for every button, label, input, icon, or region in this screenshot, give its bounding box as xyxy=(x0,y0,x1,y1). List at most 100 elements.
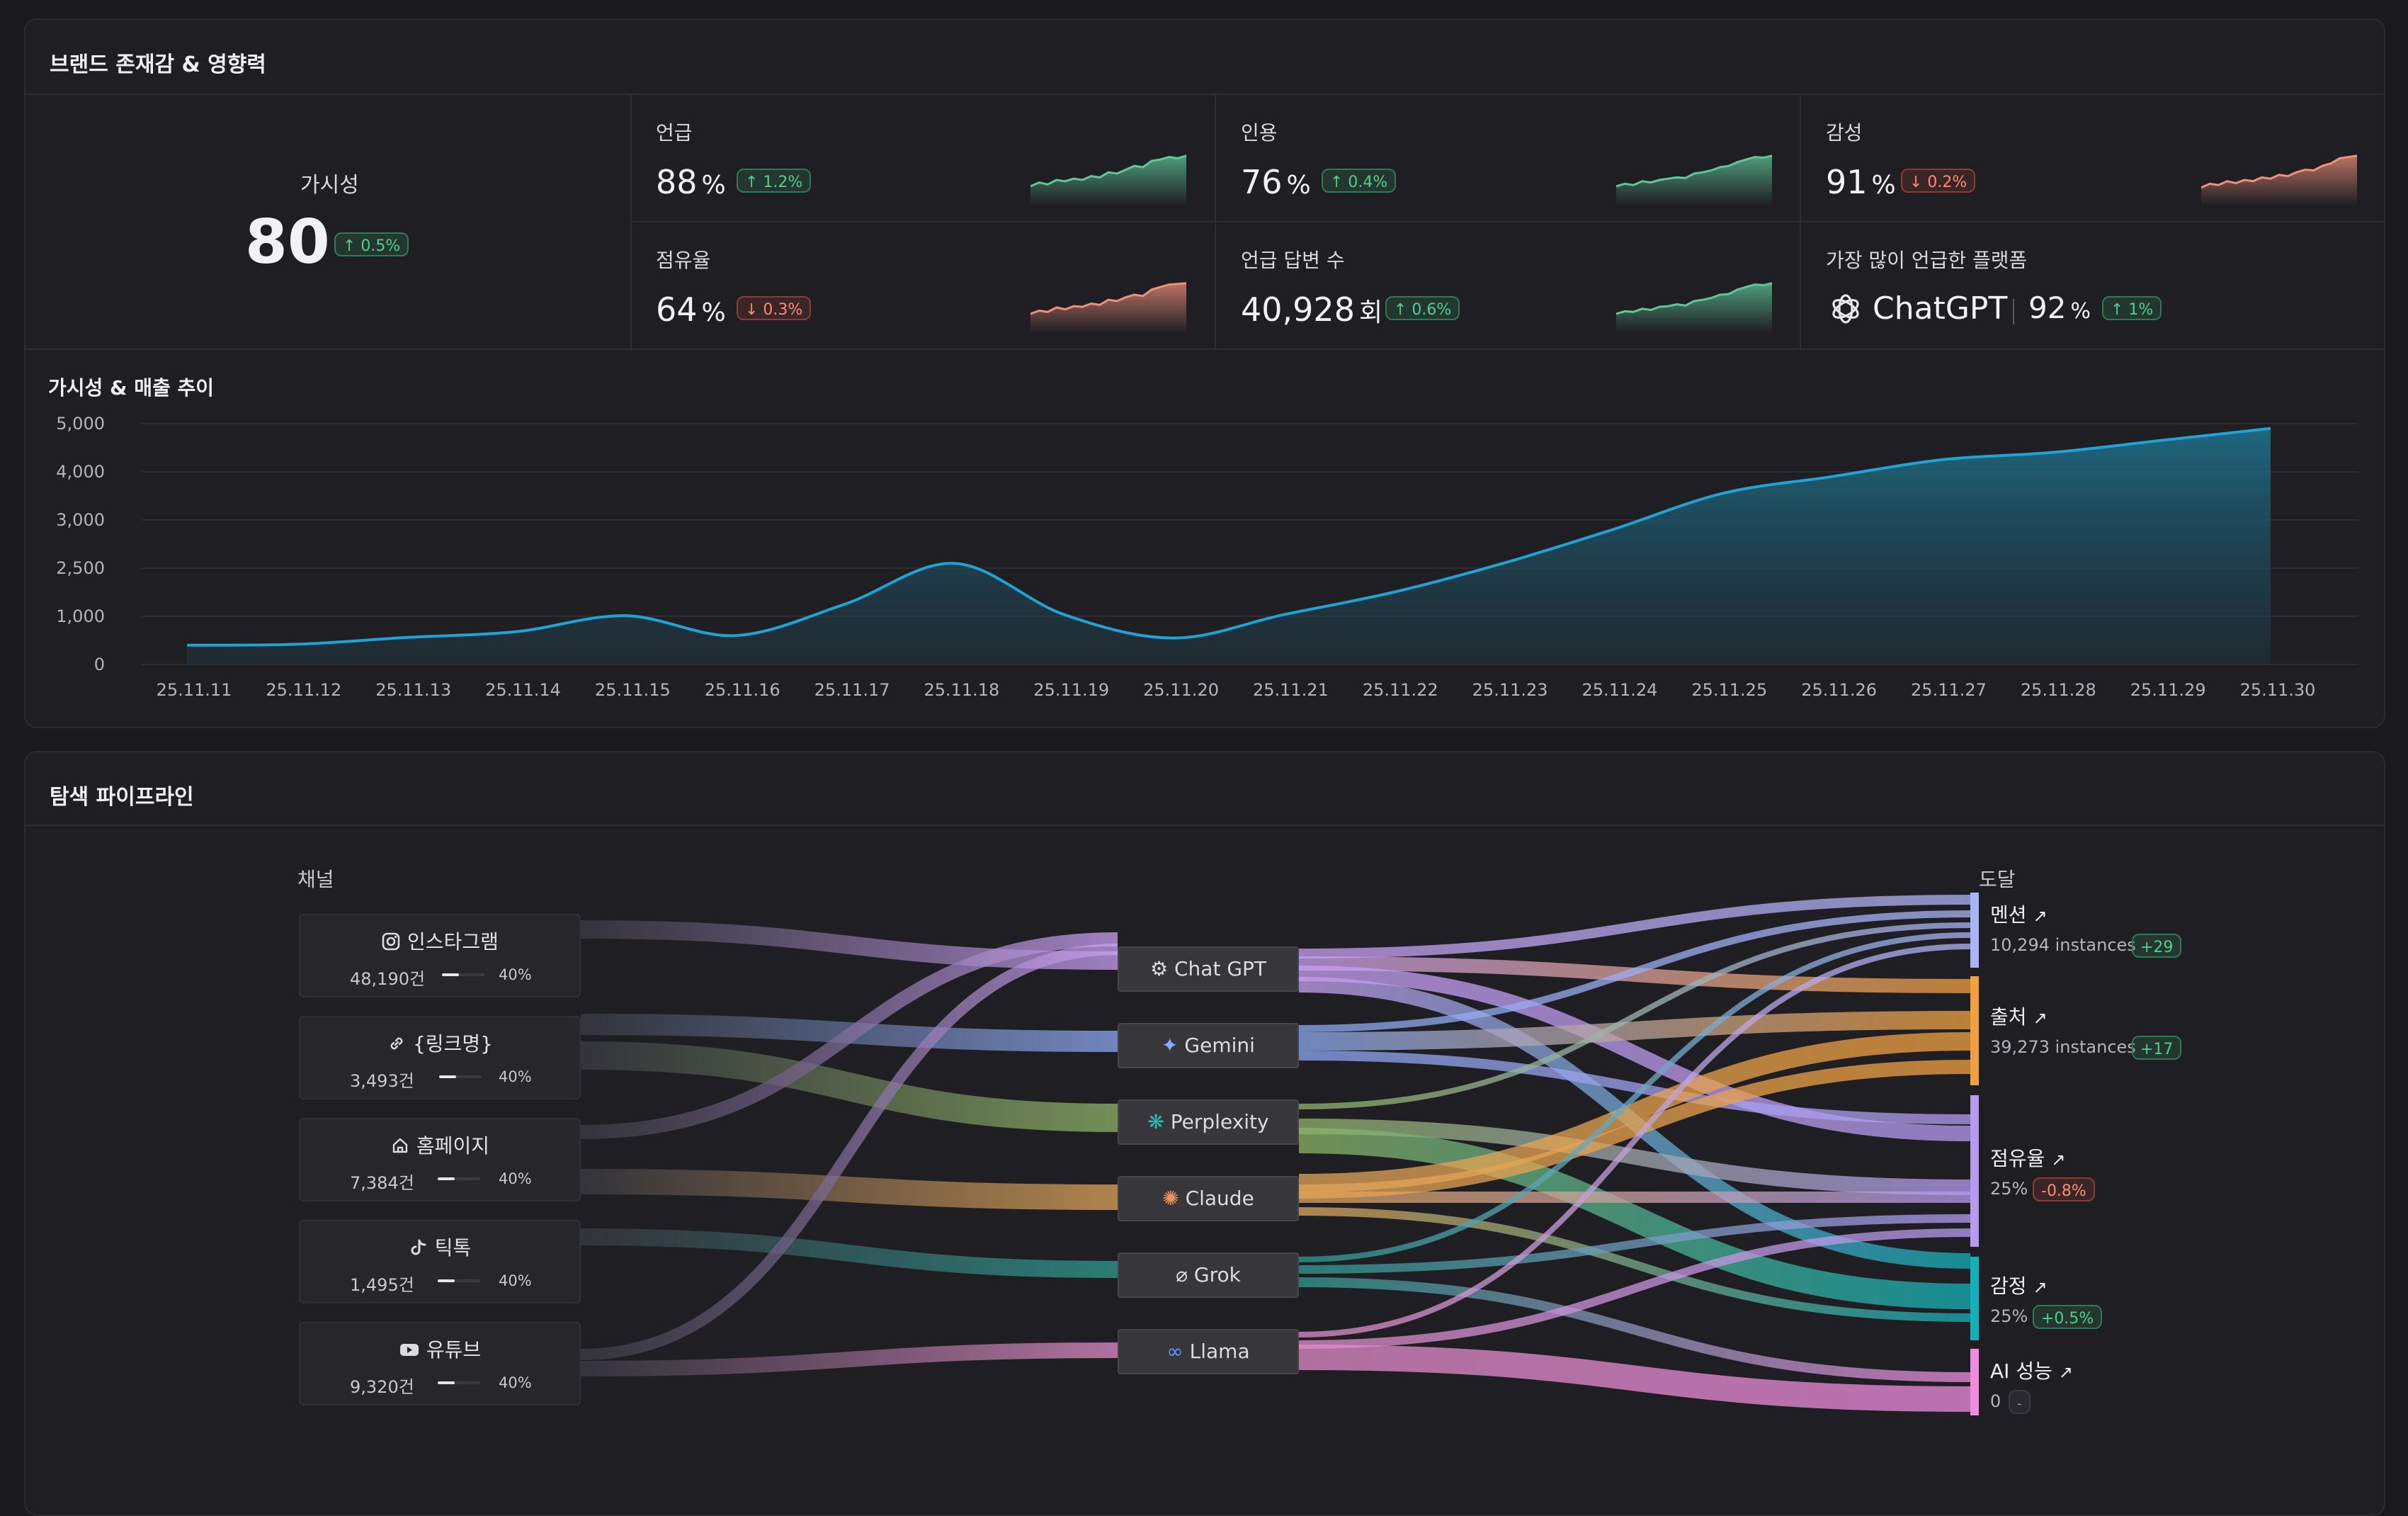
channel-name: 유튜브 xyxy=(426,1338,482,1362)
channel-instagram[interactable]: 인스타그램 48,190건 40% xyxy=(299,914,581,997)
llm-gemini[interactable]: ✦ Gemini xyxy=(1118,1023,1299,1068)
channel-share-bar xyxy=(438,1381,480,1384)
sparkline-area xyxy=(1030,155,1186,205)
dest-mention-sub: 10,294 instances xyxy=(1990,935,2136,955)
visibility-change-badge: ↑ 0.5% xyxy=(334,232,409,256)
metric-citation-badge: ↑ 0.4% xyxy=(1322,169,1397,193)
x-tick-label: 25.11.18 xyxy=(924,680,1000,700)
x-tick-label: 25.11.19 xyxy=(1033,680,1110,700)
channel-count: 3,493건 xyxy=(350,1071,414,1091)
brand-presence-title: 브랜드 존재감 & 영향력 xyxy=(50,52,266,77)
flow-link xyxy=(580,1169,1118,1210)
chatgpt-icon xyxy=(1827,290,1864,330)
top-platform-value: 92% xyxy=(2028,290,2091,325)
gemini-icon: ✦ xyxy=(1162,1034,1179,1057)
channel-share-fill xyxy=(438,1279,455,1282)
flow-link xyxy=(1298,910,1971,1032)
channel-homepage[interactable]: 홈페이지 7,384건 40% xyxy=(299,1118,581,1201)
y-tick-label: 3,000 xyxy=(56,510,105,530)
channel-youtube[interactable]: 유튜브 9,320건 40% xyxy=(299,1322,581,1405)
x-tick-label: 25.11.29 xyxy=(2130,680,2206,700)
instagram-icon xyxy=(381,930,401,954)
channel-name: 인스타그램 xyxy=(407,930,499,954)
llm-grok[interactable]: ⌀ Grok xyxy=(1118,1252,1299,1298)
channel-pct: 40% xyxy=(499,1170,532,1187)
dest-emotion-badge: +0.5% xyxy=(2033,1305,2103,1329)
metric-mention-badge: ↑ 1.2% xyxy=(737,169,812,193)
dest-bar-share xyxy=(1970,1095,1979,1247)
metric-citation-label: 인용 xyxy=(1241,121,1278,145)
trend-chart xyxy=(142,423,2358,665)
channel-share-fill xyxy=(442,973,459,976)
trend-area xyxy=(187,428,2271,664)
dest-emotion-link[interactable]: 감정 ↗ xyxy=(1990,1271,2048,1299)
dest-source-badge: +17 xyxy=(2132,1036,2182,1060)
channel-pct: 40% xyxy=(499,1374,532,1391)
flow-link xyxy=(580,1342,1118,1376)
y-tick-label: 5,000 xyxy=(56,414,105,434)
x-tick-label: 25.11.24 xyxy=(1581,680,1658,700)
metric-share-value: 64% xyxy=(656,290,726,329)
dest-ai-sub: 0 xyxy=(1990,1391,2001,1411)
dest-mention-link[interactable]: 멘션 ↗ xyxy=(1990,900,2048,928)
tiktok-icon xyxy=(409,1236,428,1260)
metric-answers-value: 40,928 회 xyxy=(1241,290,1383,329)
dest-share-link[interactable]: 점유율 ↗ xyxy=(1990,1143,2065,1172)
x-tick-label: 25.11.11 xyxy=(156,680,232,700)
top-platform-badge: ↑ 1% xyxy=(2102,296,2162,320)
x-tick-label: 25.11.23 xyxy=(1472,680,1548,700)
destinations-header: 도달 xyxy=(1979,868,2016,891)
sparkline-area xyxy=(1616,155,1772,205)
flow-link xyxy=(1298,1345,1971,1412)
dest-name: 멘션 xyxy=(1990,903,2027,927)
arrow-up-right-icon: ↗ xyxy=(2051,1150,2066,1170)
flow-link xyxy=(1298,1214,1971,1274)
flow-link xyxy=(1298,944,1971,1337)
flow-link xyxy=(1298,895,1971,958)
sparkline-area xyxy=(1030,283,1186,333)
dest-ai-link[interactable]: AI 성능 ↗ xyxy=(1990,1356,2073,1384)
visibility-value: 80 xyxy=(245,207,330,278)
x-tick-label: 25.11.14 xyxy=(485,680,561,700)
channel-pct: 40% xyxy=(499,966,532,983)
arrow-up-right-icon: ↗ xyxy=(2033,1008,2048,1028)
llm-llama[interactable]: ∞ Llama xyxy=(1118,1329,1299,1374)
channel-count: 1,495건 xyxy=(350,1275,414,1295)
y-tick-label: 0 xyxy=(93,655,105,674)
llm-perplexity[interactable]: ❋ Perplexity xyxy=(1118,1099,1299,1145)
channel-count: 7,384건 xyxy=(350,1173,414,1193)
channel-link[interactable]: {링크명} 3,493건 40% xyxy=(299,1016,581,1099)
metric-mention-label: 언급 xyxy=(656,121,693,145)
divider xyxy=(25,94,2384,95)
channels-header: 채널 xyxy=(297,868,334,891)
llm-name: Llama xyxy=(1189,1340,1250,1363)
channel-count: 48,190건 xyxy=(350,969,426,989)
trend-line xyxy=(186,426,2271,647)
metric-answers-label: 언급 답변 수 xyxy=(1241,249,1345,272)
youtube-icon xyxy=(399,1338,420,1362)
x-tick-label: 25.11.12 xyxy=(266,680,342,700)
claude-icon: ✺ xyxy=(1162,1187,1179,1210)
channel-share-bar xyxy=(438,1177,480,1180)
llm-name: Claude xyxy=(1185,1187,1254,1210)
sparkline-line xyxy=(1030,154,1187,188)
channel-count: 9,320건 xyxy=(350,1377,414,1397)
dest-name: 출처 xyxy=(1990,1005,2027,1029)
dest-bar-ai xyxy=(1970,1349,1979,1415)
channel-tiktok[interactable]: 틱톡 1,495건 40% xyxy=(299,1220,581,1303)
channel-pct: 40% xyxy=(499,1272,532,1289)
flow-link xyxy=(1298,1207,1971,1322)
sparkline-share xyxy=(1030,282,1187,333)
flow-link xyxy=(1298,1060,1971,1199)
llm-chatgpt[interactable]: ⚙ Chat GPT xyxy=(1118,946,1299,992)
divider xyxy=(25,825,2384,826)
flow-link xyxy=(580,920,1118,970)
x-tick-label: 25.11.30 xyxy=(2239,680,2316,700)
dest-source-link[interactable]: 출처 ↗ xyxy=(1990,1002,2048,1030)
flow-link xyxy=(580,932,1118,1139)
dest-name: 감정 xyxy=(1990,1274,2027,1298)
llm-claude[interactable]: ✺ Claude xyxy=(1118,1176,1299,1221)
arrow-up-right-icon: ↗ xyxy=(2058,1362,2073,1382)
x-tick-label: 25.11.22 xyxy=(1362,680,1438,700)
